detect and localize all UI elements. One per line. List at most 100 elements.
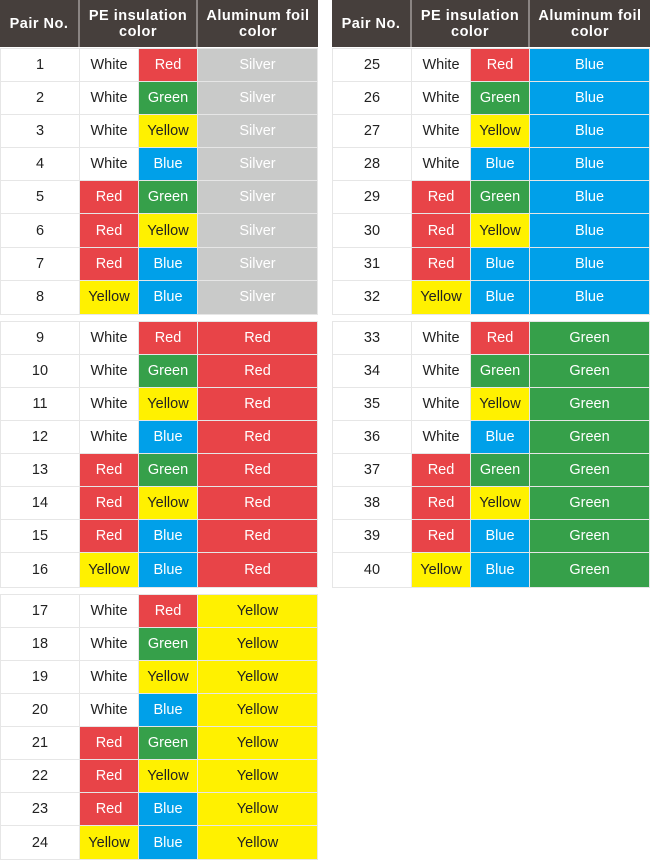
pair-number: 18 (1, 628, 80, 660)
foil-color: Blue (530, 248, 649, 280)
pair-number: 9 (1, 322, 80, 354)
foil-color: Yellow (198, 826, 317, 859)
pe-color-2: Blue (139, 421, 198, 453)
pe-color-2: Yellow (471, 115, 530, 147)
pe-color-1: White (80, 49, 139, 81)
pe-color-2: Green (471, 454, 530, 486)
pair-number: 11 (1, 388, 80, 420)
header-aluminum-foil: Aluminum foil color (198, 0, 318, 47)
foil-color: Blue (530, 115, 649, 147)
pe-color-2: Yellow (139, 115, 198, 147)
pair-number: 34 (333, 355, 412, 387)
pair-number: 24 (1, 826, 80, 859)
foil-color: Yellow (198, 694, 317, 726)
foil-color: Green (530, 355, 649, 387)
pe-color-2: Green (139, 727, 198, 759)
foil-color: Yellow (198, 595, 317, 627)
pe-color-2: Blue (471, 421, 530, 453)
pe-color-2: Blue (471, 553, 530, 586)
pe-color-1: Red (80, 727, 139, 759)
pe-color-1: Red (412, 248, 471, 280)
foil-color: Red (198, 322, 317, 354)
pair-number: 39 (333, 520, 412, 552)
pe-color-2: Blue (471, 148, 530, 180)
pair-number: 32 (333, 281, 412, 314)
pair-number: 38 (333, 487, 412, 519)
pe-color-1: Red (412, 487, 471, 519)
foil-color: Green (530, 520, 649, 552)
pair-number: 30 (333, 214, 412, 246)
pe-color-1: White (80, 661, 139, 693)
pair-number: 36 (333, 421, 412, 453)
foil-color: Silver (198, 49, 317, 81)
foil-color: Silver (198, 214, 317, 246)
pe-color-1: Red (80, 520, 139, 552)
pe-color-1: White (80, 355, 139, 387)
pe-color-1: White (80, 148, 139, 180)
pe-color-2: Yellow (139, 760, 198, 792)
pe-color-2: Blue (139, 553, 198, 586)
pe-color-2: Green (471, 355, 530, 387)
pair-number: 40 (333, 553, 412, 586)
pe-color-1: Red (412, 181, 471, 213)
pair-number: 5 (1, 181, 80, 213)
pair-number: 29 (333, 181, 412, 213)
pe-color-2: Blue (139, 520, 198, 552)
pair-number: 12 (1, 421, 80, 453)
pe-color-1: Red (80, 248, 139, 280)
pe-color-2: Blue (139, 826, 198, 859)
pe-color-2: Blue (139, 148, 198, 180)
pair-number: 28 (333, 148, 412, 180)
foil-color: Green (530, 454, 649, 486)
header-aluminum-foil: Aluminum foil color (530, 0, 650, 47)
header-pair-no: Pair No. (0, 0, 80, 47)
pe-color-2: Green (471, 82, 530, 114)
pe-color-1: White (80, 322, 139, 354)
pair-number: 3 (1, 115, 80, 147)
pe-color-1: White (80, 82, 139, 114)
pe-color-2: Yellow (139, 388, 198, 420)
pe-color-2: Green (139, 454, 198, 486)
pe-color-2: Red (139, 49, 198, 81)
pair-number: 35 (333, 388, 412, 420)
foil-color: Blue (530, 82, 649, 114)
pe-color-1: White (80, 388, 139, 420)
pe-color-2: Blue (471, 520, 530, 552)
foil-color: Yellow (198, 661, 317, 693)
pe-color-1: Red (80, 454, 139, 486)
foil-color: Blue (530, 148, 649, 180)
foil-color: Silver (198, 281, 317, 314)
pair-number: 21 (1, 727, 80, 759)
pe-color-1: White (80, 628, 139, 660)
foil-color: Yellow (198, 727, 317, 759)
foil-color: Red (198, 520, 317, 552)
pe-color-2: Red (471, 49, 530, 81)
